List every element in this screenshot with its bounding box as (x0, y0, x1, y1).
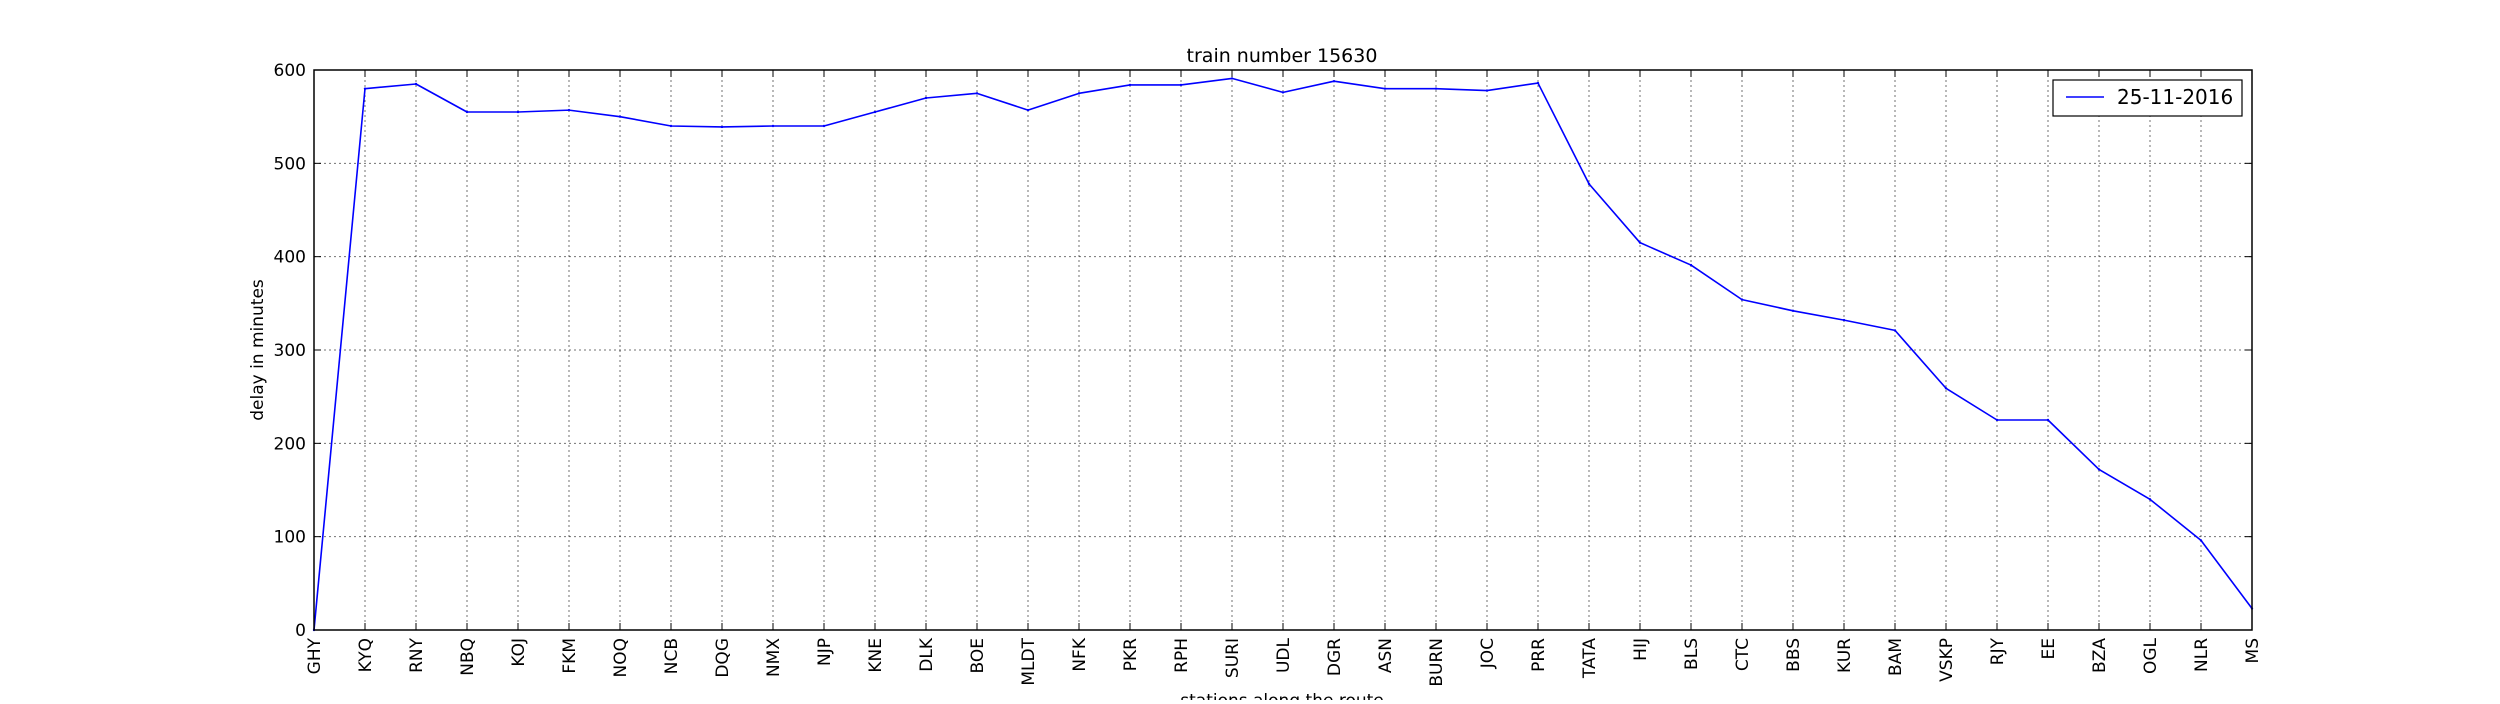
data-point (618, 115, 622, 118)
x-tick-label: NJP (815, 638, 835, 666)
y-tick-label: 300 (274, 341, 306, 361)
x-tick-label: BLS (1682, 638, 1702, 670)
x-tick-label: OGL (2141, 637, 2161, 674)
data-point (2046, 418, 2050, 422)
x-tick-label: NFK (1070, 637, 1090, 671)
ticks-layer: GHY KYQ RNY NBQ KOJ FKM NOQ NCB DQG NMX NJP KNE DLK B… (274, 61, 2263, 687)
legend-entry-label: 25-11-2016 (2117, 85, 2233, 109)
x-tick-label: VSKP (1937, 638, 1957, 682)
data-point (873, 110, 877, 114)
data-point (2097, 468, 2101, 471)
chart-title: train number 15630 (1187, 45, 1378, 67)
data-point (363, 87, 367, 90)
data-point (1842, 318, 1846, 322)
data-point (1893, 329, 1897, 332)
y-tick-label: 200 (274, 434, 306, 454)
data-point (1332, 80, 1336, 83)
data-point (1587, 182, 1591, 186)
data-point (1281, 91, 1285, 94)
x-tick-label: DLK (917, 637, 937, 672)
x-tick-label: BOE (968, 638, 988, 674)
data-point (2199, 539, 2203, 542)
data-point (1638, 241, 1642, 244)
data-point (1689, 263, 1693, 267)
x-tick-label: BZA (2090, 638, 2110, 673)
x-tick-label: SURI (1223, 638, 1243, 678)
data-point (1434, 87, 1438, 90)
data-point (2148, 498, 2152, 501)
x-tick-label: KUR (1835, 638, 1855, 673)
data-point (1944, 387, 1948, 390)
data-point (414, 82, 418, 86)
data-point (1128, 83, 1132, 87)
data-point (1026, 108, 1030, 112)
x-tick-label: PRR (1529, 638, 1549, 672)
data-point (1485, 89, 1489, 92)
x-tick-label: TATA (1580, 638, 1600, 679)
x-tick-label: UDL (1274, 637, 1294, 673)
x-tick-label: HIJ (1631, 638, 1651, 661)
x-tick-label: NBQ (458, 638, 478, 676)
y-tick-label: 100 (274, 528, 306, 548)
x-tick-label: KNE (866, 638, 886, 673)
data-point (669, 124, 673, 128)
data-point (1536, 81, 1540, 85)
x-tick-label: PKR (1121, 638, 1141, 671)
y-tick-label: 500 (274, 154, 306, 174)
x-tick-label: BURN (1427, 638, 1447, 687)
x-tick-label: FKM (560, 638, 580, 674)
x-tick-label: NOQ (611, 638, 631, 677)
x-tick-label: NMX (764, 638, 784, 677)
series-layer (312, 77, 2254, 632)
x-tick-label: DQG (713, 638, 733, 678)
data-point (1077, 92, 1081, 95)
data-point (1179, 83, 1183, 87)
x-tick-label: CTC (1733, 638, 1753, 671)
x-tick-label: BBS (1784, 638, 1804, 672)
y-tick-label: 600 (274, 61, 306, 81)
y-tick-label: 400 (274, 248, 306, 268)
legend: 25-11-2016 (2052, 79, 2243, 117)
data-point (1791, 309, 1795, 312)
data-point (720, 125, 724, 129)
data-point (924, 96, 928, 100)
data-point (1995, 418, 1999, 422)
x-tick-label: NCB (662, 638, 682, 674)
data-point (771, 124, 775, 128)
data-point (516, 110, 520, 114)
x-tick-label: RNY (407, 637, 427, 673)
x-tick-label: EE (2039, 638, 2059, 659)
data-point (1740, 298, 1744, 301)
x-tick-label: NLR (2192, 638, 2212, 672)
y-axis-label: delay in minutes (248, 279, 268, 421)
data-point (1230, 77, 1234, 80)
x-axis-label: stations along the route (1180, 691, 1384, 700)
x-tick-label: ASN (1376, 638, 1396, 673)
data-point (567, 108, 571, 112)
x-tick-label: RPH (1172, 638, 1192, 673)
x-tick-label: KYQ (356, 638, 376, 672)
legend-box (2052, 79, 2243, 117)
x-tick-label: JOC (1478, 638, 1498, 669)
data-point (822, 124, 826, 128)
grid (314, 70, 2252, 630)
data-point (975, 92, 979, 95)
x-tick-label: BAM (1886, 638, 1906, 676)
x-tick-label: RJY (1988, 637, 2008, 665)
data-point (1383, 87, 1387, 90)
x-tick-label: GHY (305, 637, 325, 674)
data-point (465, 110, 469, 114)
x-tick-label: DGR (1325, 638, 1345, 676)
y-tick-label: 0 (295, 621, 306, 641)
x-tick-label: KOJ (509, 638, 529, 667)
x-tick-label: MS (2243, 638, 2263, 663)
x-tick-label: MLDT (1019, 637, 1039, 685)
